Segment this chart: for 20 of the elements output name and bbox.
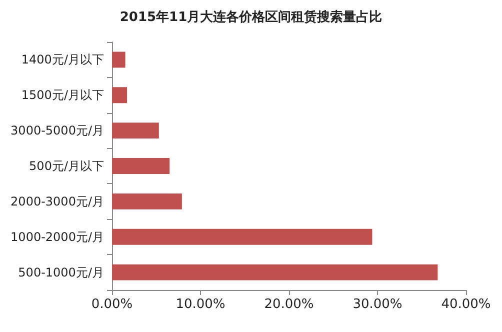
- chart-title: 2015年11月大连各价格区间租赁搜索量占比: [120, 9, 382, 25]
- y-tick-label: 1500元/月以下: [21, 88, 104, 102]
- bar: [112, 52, 126, 68]
- y-tick-label: 1400元/月以下: [21, 52, 104, 67]
- y-tick-label: 500-1000元/月: [18, 265, 104, 280]
- x-tick-label: 0.00%: [91, 297, 133, 312]
- bar: [112, 122, 159, 139]
- y-tick-label: 3000-5000元/月: [10, 124, 104, 138]
- bar: [112, 228, 372, 245]
- x-tick-label: 40.00%: [441, 297, 491, 312]
- y-tick-label: 2000-3000元/月: [10, 194, 104, 208]
- bar: [112, 158, 170, 174]
- x-tick-label: 30.00%: [352, 297, 402, 312]
- y-tick-label: 1000-2000元/月: [10, 230, 104, 244]
- bar: [112, 87, 128, 104]
- bar: [112, 264, 438, 280]
- x-tick-label: 10.00%: [176, 297, 226, 312]
- bar: [112, 193, 182, 210]
- x-tick-label: 20.00%: [264, 297, 314, 312]
- y-tick-label: 500元/月以下: [29, 159, 104, 173]
